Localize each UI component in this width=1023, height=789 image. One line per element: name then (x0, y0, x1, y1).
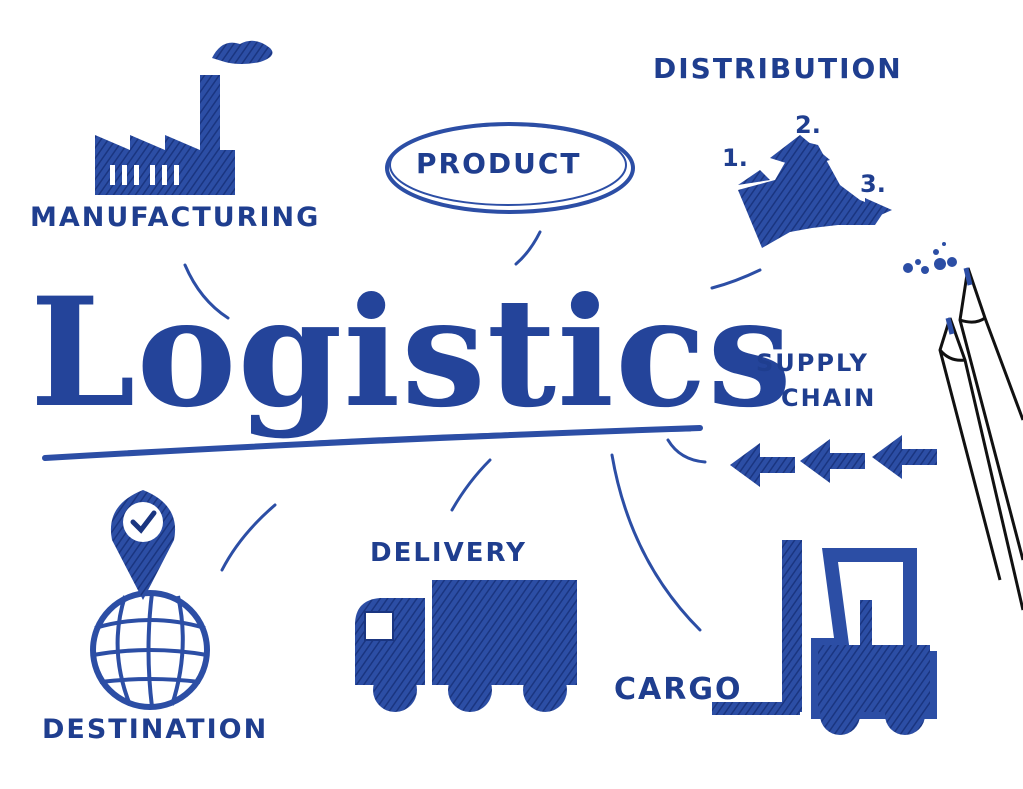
title-underline (42, 425, 703, 461)
forklift-icon (712, 540, 937, 735)
product-ellipse (385, 122, 635, 214)
left-arrows-icon (730, 435, 937, 487)
connector-delivery (450, 458, 492, 512)
distribution-step-1: 1. (722, 144, 748, 172)
label-manufacturing: MANUFACTURING (30, 202, 321, 233)
truck-icon (355, 580, 577, 712)
globe-pin-icon (90, 490, 210, 710)
distribution-step-3: 3. (860, 170, 886, 198)
connector-manufacturing (183, 263, 230, 320)
connector-lines (183, 230, 762, 632)
connector-cargo (610, 453, 702, 632)
connector-destination (220, 503, 277, 572)
page-title: Logistics (30, 265, 793, 441)
factory-icon (95, 40, 273, 195)
distribution-step-2: 2. (795, 111, 821, 139)
connector-product (514, 230, 542, 266)
connector-supply-chain (666, 438, 707, 464)
pens-icon (938, 267, 1023, 611)
label-distribution: DISTRIBUTION (653, 52, 903, 85)
label-supply-chain-line2: CHAIN (781, 384, 877, 412)
label-delivery: DELIVERY (370, 538, 527, 568)
label-supply-chain-line1: SUPPLY (756, 349, 869, 377)
connector-distribution (710, 268, 762, 290)
label-cargo: CARGO (614, 672, 743, 707)
label-destination: DESTINATION (42, 714, 269, 745)
split-arrows-icon (738, 135, 892, 248)
label-product: PRODUCT (416, 147, 582, 180)
ink-dots (903, 242, 957, 274)
